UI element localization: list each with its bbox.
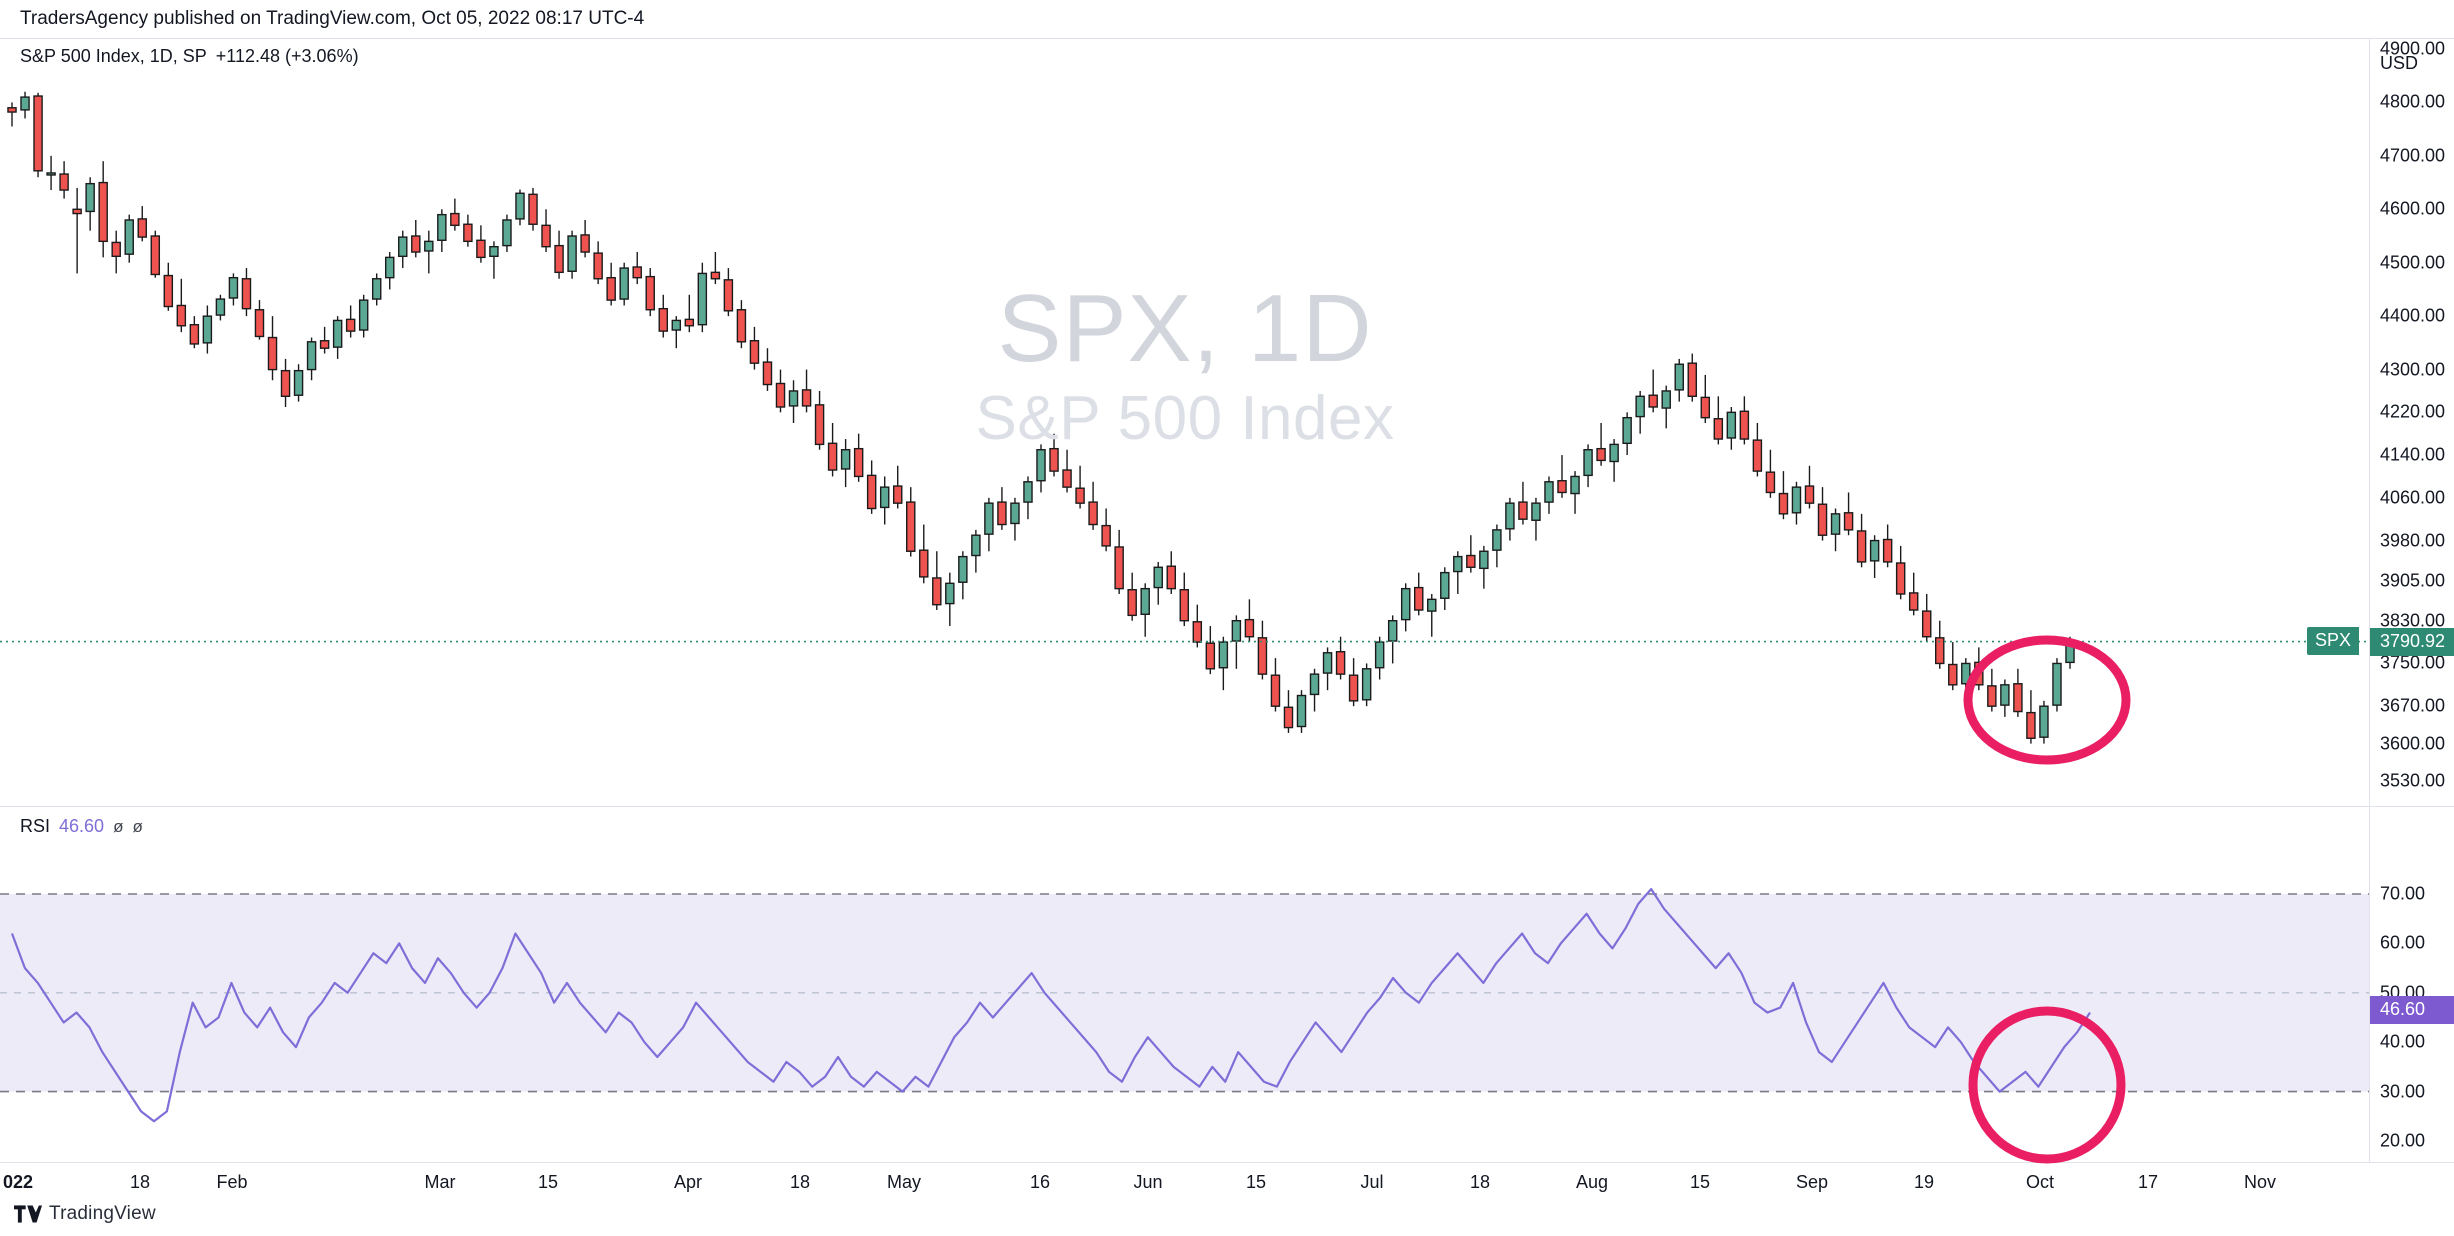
time-axis-tick: 15 (1689, 1172, 1711, 1192)
price-axis-tick: 3670.00 (2380, 695, 2446, 716)
price-axis-tick: 4800.00 (2380, 91, 2446, 112)
rsi-axis-tick: 30.00 (2380, 1081, 2426, 1102)
rsi-axis[interactable]: 70.00 60.00 50.00 40.00 30.00 20.00 46.60 (2370, 806, 2454, 1162)
price-axis-currency: USD (2380, 53, 2419, 73)
rsi-value-badge[interactable]: 46.60 (2370, 995, 2454, 1024)
rsi-axis-tick: 20.00 (2380, 1130, 2426, 1151)
symbol-price-tag: SPX (2307, 626, 2360, 655)
publish-attribution: TradersAgency published on TradingView.c… (0, 0, 2454, 38)
price-axis-tick: 3750.00 (2380, 652, 2446, 673)
time-axis-tick: Feb (216, 1172, 248, 1192)
price-axis-tick: 3530.00 (2380, 770, 2446, 791)
price-axis-tick: 3905.00 (2380, 570, 2446, 591)
time-axis-tick: Jun (1133, 1172, 1163, 1192)
rsi-axis-tick: 40.00 (2380, 1031, 2426, 1052)
time-axis-tick: May (886, 1172, 922, 1192)
time-axis-tick: Oct (2025, 1172, 2055, 1192)
price-axis-tick: 4600.00 (2380, 198, 2446, 219)
price-axis[interactable]: USD 4900.00 4800.00 4700.00 4600.00 4500.00 4… (2370, 38, 2454, 806)
time-axis[interactable]: 022 18 Feb Mar 15 Apr 18 May 16 Jun 15 Jul 18 Aug 15 Se… (0, 1162, 2454, 1198)
price-axis-tick: 4220.00 (2380, 401, 2446, 422)
time-axis-tick: 15 (537, 1172, 559, 1192)
time-axis-tick: 022 (2, 1172, 34, 1192)
price-axis-tick: 4300.00 (2380, 359, 2446, 380)
time-axis-tick: Apr (673, 1172, 703, 1192)
time-axis-tick: Aug (1575, 1172, 1609, 1192)
time-axis-tick: Mar (424, 1172, 456, 1192)
price-axis-tick: 4400.00 (2380, 305, 2446, 326)
time-axis-tick: Nov (2243, 1172, 2277, 1192)
tradingview-brand-text: TradingView (49, 1203, 156, 1224)
price-axis-tick: 4500.00 (2380, 252, 2446, 273)
attribution-text: TradersAgency published on TradingView.c… (20, 8, 645, 29)
price-axis-tick: 4900.00 (2380, 38, 2446, 59)
time-axis-tick: 19 (1913, 1172, 1935, 1192)
time-axis-tick: 18 (789, 1172, 811, 1192)
time-axis-tick: 16 (1029, 1172, 1051, 1192)
time-axis-tick: Jul (1360, 1172, 1384, 1192)
price-axis-tick: 3980.00 (2380, 530, 2446, 551)
time-axis-tick: 15 (1245, 1172, 1267, 1192)
price-axis-tick: 4140.00 (2380, 444, 2446, 465)
rsi-pane[interactable]: RSI 46.60 ø ø (0, 806, 2370, 1162)
price-axis-tick: 3600.00 (2380, 733, 2446, 754)
price-axis-tick: 3830.00 (2380, 610, 2446, 631)
price-axis-tick: 4700.00 (2380, 145, 2446, 166)
time-axis-tick: 18 (129, 1172, 151, 1192)
time-axis-tick: 18 (1469, 1172, 1491, 1192)
rsi-series (0, 887, 2369, 1123)
tradingview-logo-icon (14, 1205, 42, 1223)
price-axis-tick: 4060.00 (2380, 487, 2446, 508)
price-pane[interactable]: SPX, 1D S&P 500 Index S&P 500 Index, 1D,… (0, 38, 2370, 806)
last-price-badge[interactable]: 3790.92 (2370, 627, 2454, 656)
rsi-axis-tick: 70.00 (2380, 883, 2426, 904)
time-axis-tick: 17 (2137, 1172, 2159, 1192)
candlestick-series (0, 91, 2369, 744)
time-axis-tick: Sep (1795, 1172, 1829, 1192)
rsi-axis-tick: 60.00 (2380, 932, 2426, 953)
tradingview-footer-brand: TradingView (14, 1203, 156, 1225)
